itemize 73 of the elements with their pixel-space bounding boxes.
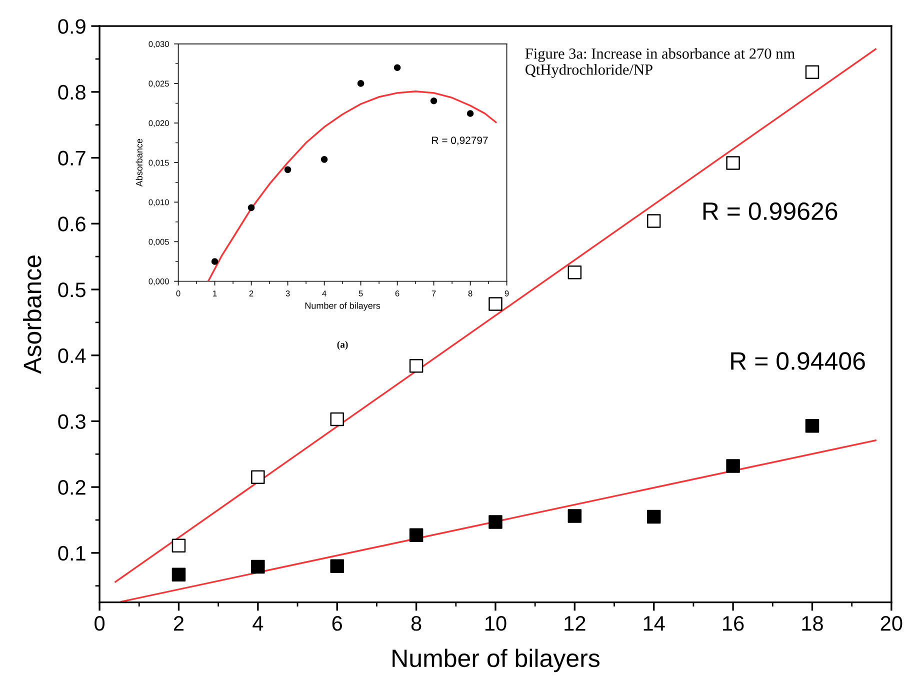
x-tick-label: 7 <box>432 290 436 296</box>
line-series <box>207 90 497 282</box>
point <box>646 510 661 524</box>
y-tick-label: 0,010 <box>148 199 169 206</box>
x-tick-label: 12 <box>564 616 586 631</box>
point <box>251 560 265 574</box>
x-tick-label: 0 <box>94 616 105 631</box>
x-tick-label: 3 <box>286 290 290 296</box>
x-tick-label: 1 <box>213 290 217 296</box>
point <box>284 166 292 174</box>
y-tick-label: 0,005 <box>148 238 169 246</box>
annotation: R = 0.94406 <box>731 352 865 370</box>
x-tick-label: 4 <box>322 290 326 296</box>
point <box>568 509 582 523</box>
point <box>805 65 820 80</box>
x-tick-label: 8 <box>411 616 422 631</box>
y-tick-label: 0.2 <box>58 480 86 495</box>
point <box>646 214 661 228</box>
annotation: Figure 3a: Increase in absorbance at 270 nm QtHydrochloride/NP <box>525 48 795 78</box>
y-tick-label: 0,015 <box>148 160 169 167</box>
point <box>330 559 344 573</box>
x-tick-label: 14 <box>644 616 665 631</box>
annotation: (a) <box>337 340 348 350</box>
annotation: R = 0,92797 <box>432 136 488 146</box>
x-tick-label: 5 <box>358 290 363 296</box>
point <box>357 80 364 87</box>
point <box>251 470 265 484</box>
y-tick-label: 0.8 <box>58 84 86 100</box>
point <box>172 568 186 582</box>
point <box>330 412 344 426</box>
x-tick-label: 2 <box>249 290 254 296</box>
point <box>488 515 502 529</box>
point <box>726 459 740 473</box>
x-tick-label: 9 <box>504 290 509 296</box>
point <box>320 156 328 163</box>
annotation: R = 0.99626 <box>703 202 838 220</box>
point <box>409 359 424 373</box>
point <box>211 258 218 265</box>
y-tick-label: 0.6 <box>58 216 86 232</box>
point <box>805 418 820 433</box>
point <box>409 528 424 542</box>
x-tick-label: 18 <box>802 616 823 631</box>
y-tick-label: 0.3 <box>58 414 86 429</box>
x-tick-label: 6 <box>332 616 342 631</box>
point <box>466 110 474 117</box>
point <box>248 204 255 212</box>
x-tick-label: 4 <box>252 616 264 631</box>
x-tick-label: 2 <box>174 616 184 631</box>
y-tick-label: 0.7 <box>58 150 86 166</box>
x-tick-label: 8 <box>468 290 472 296</box>
point <box>726 156 740 170</box>
x-tick-label: 20 <box>880 616 902 631</box>
x-tick-label: 16 <box>723 616 744 631</box>
point <box>394 64 401 72</box>
x-axis-title: Number of bilayers <box>305 302 380 311</box>
y-axis-title: Asorbance <box>22 256 42 374</box>
point <box>488 297 502 311</box>
x-tick-label: 0 <box>176 290 180 296</box>
x-tick-label: 6 <box>395 290 400 296</box>
y-axis-title: Absorbance <box>136 138 142 187</box>
y-tick-label: 0,025 <box>148 80 169 88</box>
point <box>430 97 438 104</box>
y-tick-label: 0.5 <box>58 282 86 298</box>
y-tick-label: 0,020 <box>148 120 169 128</box>
y-tick-label: 0,000 <box>148 278 169 286</box>
y-tick-label: 0.1 <box>58 546 86 561</box>
x-axis-title: Number of bilayers <box>392 648 600 672</box>
x-tick-label: 10 <box>485 616 506 631</box>
y-tick-label: 0.9 <box>58 19 86 34</box>
y-tick-label: 0.4 <box>58 348 86 364</box>
point <box>568 265 582 280</box>
y-tick-label: 0,030 <box>148 41 169 48</box>
point <box>172 538 186 553</box>
